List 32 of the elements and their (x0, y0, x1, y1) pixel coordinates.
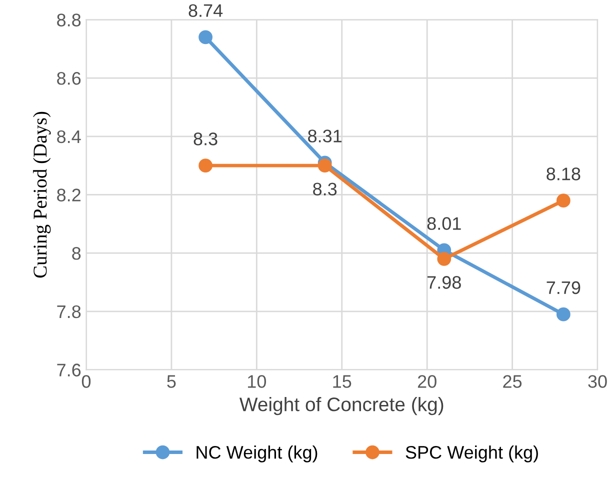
y-tick-label: 8.6 (57, 72, 81, 85)
data-label: 8.3 (194, 132, 218, 146)
y-tick-label: 8.4 (57, 130, 81, 144)
y-tick-label: 7.8 (57, 305, 81, 318)
y-tick-label: 8.8 (57, 14, 81, 26)
point (198, 30, 212, 44)
data-label: 8.31 (308, 130, 342, 142)
y-tick-label: 8 (72, 247, 81, 260)
x-tick-label: 10 (248, 375, 266, 388)
point (556, 307, 570, 322)
point (437, 252, 452, 266)
legend-label: NC Weight (kg) (196, 446, 318, 462)
y-tick-label: 8.2 (57, 188, 80, 202)
data-label: 7.79 (546, 281, 580, 294)
x-tick-label: 25 (503, 375, 522, 388)
data-label: 8.01 (427, 217, 461, 230)
point (556, 194, 570, 208)
legend-label: SPC Weight (kg) (406, 446, 538, 462)
x-tick-label: 30 (588, 375, 607, 388)
point (198, 158, 212, 173)
x-tick-label: 0 (82, 375, 91, 388)
data-label: 8.18 (546, 168, 580, 180)
y-axis-title: Curing Period (Days) (33, 112, 51, 278)
x-tick-label: 15 (333, 375, 352, 388)
data-label: 8.3 (313, 182, 337, 196)
point (318, 158, 332, 173)
data-label: 8.74 (188, 4, 223, 17)
x-axis-title: Weight of Concrete (kg) (239, 397, 444, 416)
x-tick-label: 5 (167, 375, 176, 388)
data-label: 7.98 (427, 276, 461, 289)
y-tick-label: 7.6 (57, 364, 81, 376)
x-tick-label: 20 (418, 375, 436, 388)
